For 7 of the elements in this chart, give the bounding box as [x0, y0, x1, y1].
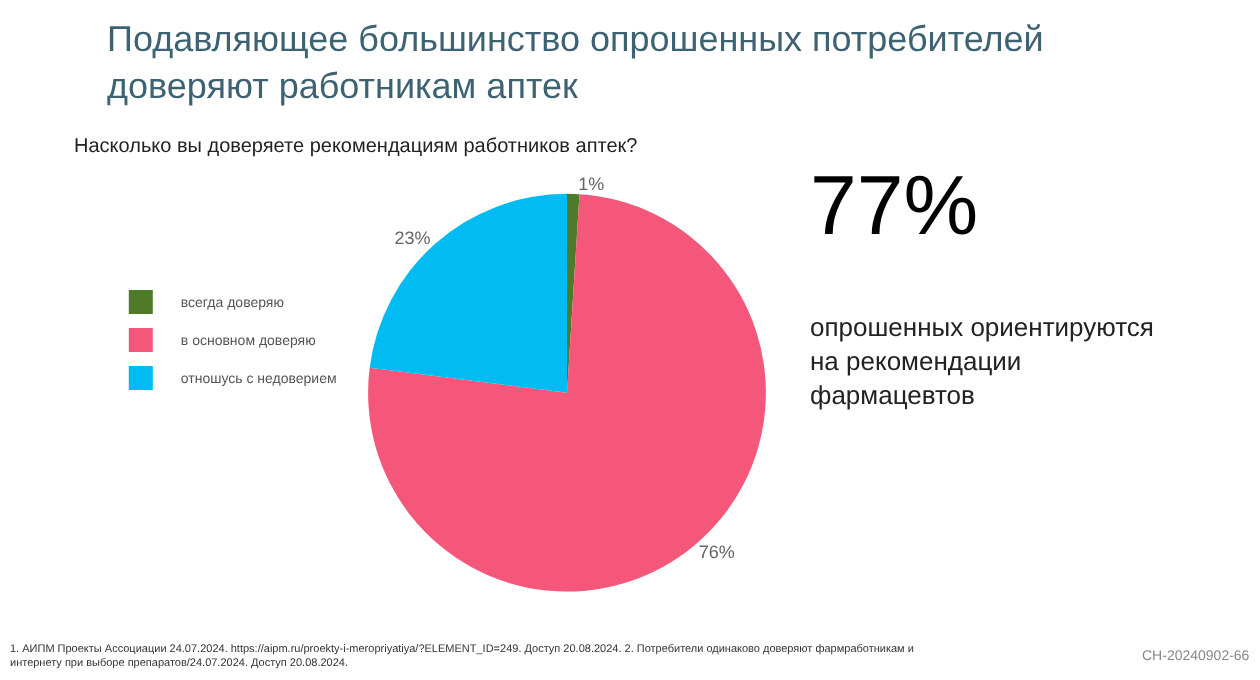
- data-label: 1%: [578, 173, 605, 194]
- chart-subtitle: Насколько вы доверяете рекомендациям работников аптек?: [74, 136, 639, 158]
- text: опрошенных ориентируются на рекомендации фармацевтов: [810, 312, 1154, 410]
- data-label: 76%: [698, 541, 735, 562]
- chart-title: Подавляющее большинство опрошенных потребителей доверяют работникам аптек: [107, 19, 1044, 106]
- text: 77%: [810, 158, 979, 252]
- data-label: 23%: [394, 227, 431, 248]
